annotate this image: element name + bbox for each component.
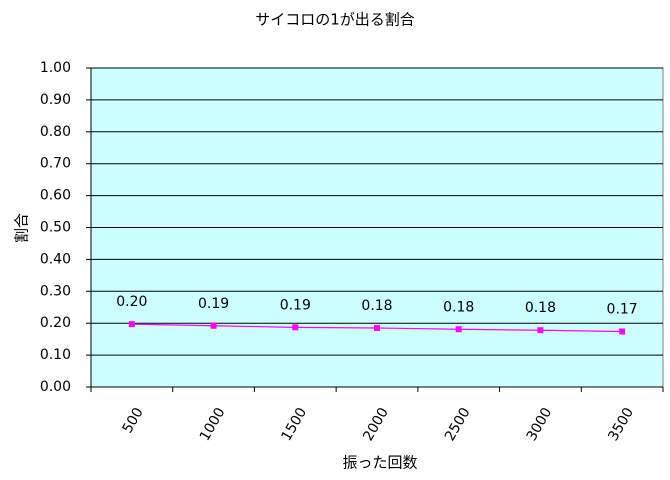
y-tick-label: 0.10 — [40, 347, 71, 363]
data-label: 0.18 — [361, 298, 392, 314]
y-tick-label: 0.90 — [40, 92, 71, 108]
data-label: 0.17 — [607, 301, 638, 317]
y-tick-label: 0.40 — [40, 251, 71, 267]
x-tick-label: 1500 — [279, 405, 311, 444]
x-axis-label: 振った回数 — [342, 454, 417, 472]
y-tick-label: 0.80 — [40, 124, 71, 140]
x-tick-label: 1000 — [197, 405, 229, 444]
data-point — [210, 322, 217, 329]
y-tick-label: 0.70 — [40, 156, 71, 172]
y-tick-label: 0.00 — [40, 379, 71, 395]
data-label: 0.20 — [116, 294, 147, 310]
y-tick-label: 0.50 — [40, 220, 71, 236]
data-label: 0.19 — [198, 296, 229, 312]
x-tick-label: 3500 — [605, 405, 637, 444]
y-tick-label: 0.30 — [40, 283, 71, 299]
y-tick-label: 1.00 — [40, 60, 71, 76]
y-tick-label: 0.60 — [40, 188, 71, 204]
data-point — [128, 321, 135, 328]
data-point — [455, 326, 462, 333]
x-tick-label: 2000 — [360, 405, 392, 444]
y-tick-label: 0.20 — [40, 315, 71, 331]
data-label: 0.18 — [525, 300, 556, 316]
data-label: 0.18 — [443, 299, 474, 315]
y-axis-label: 割合 — [13, 213, 31, 243]
x-tick-label: 2500 — [442, 405, 474, 444]
data-point — [619, 328, 626, 335]
x-tick-label: 500 — [120, 405, 147, 436]
chart-title: サイコロの1が出る割合 — [255, 11, 415, 29]
data-point — [374, 324, 380, 331]
data-point — [292, 324, 299, 331]
x-tick-label: 3000 — [524, 405, 556, 444]
data-label: 0.19 — [280, 297, 311, 313]
data-point — [537, 327, 544, 334]
